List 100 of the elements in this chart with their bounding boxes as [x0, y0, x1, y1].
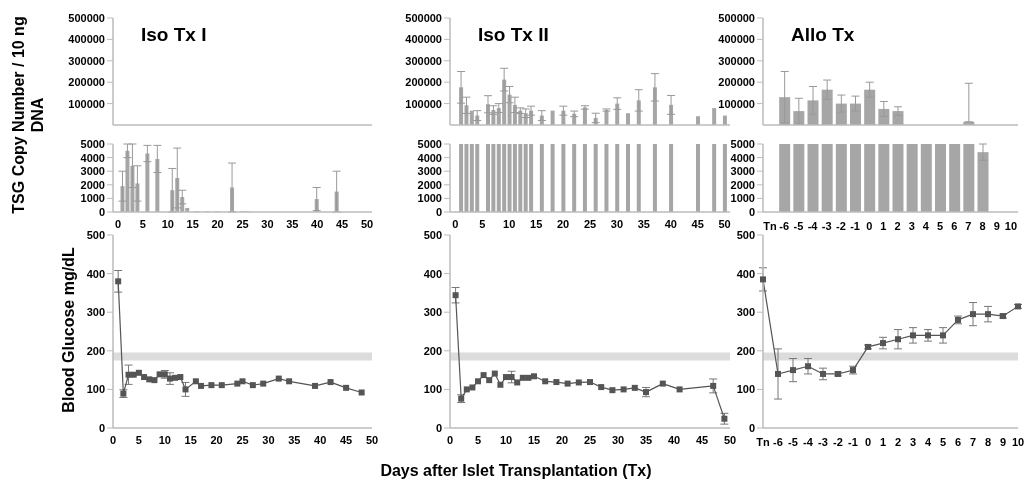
x-tick-label: -3	[818, 436, 828, 448]
y-tick-label: 1000	[730, 192, 755, 205]
x-tick-label: 7	[965, 220, 972, 232]
x-tick-label: 20	[556, 217, 570, 230]
x-tick-label: 10	[161, 217, 174, 230]
x-tick-label: 50	[718, 217, 731, 230]
x-tick-label: 35	[288, 433, 301, 446]
x-tick-label: 0	[864, 436, 872, 448]
x-tick-label: 0	[866, 220, 873, 232]
chart-title: Allo Tx	[791, 24, 855, 46]
x-tick-label: 20	[555, 433, 569, 446]
x-tick-label: -6	[779, 220, 790, 232]
y-tick-label: 100000	[68, 97, 105, 110]
y-tick-label: 300000	[405, 54, 442, 67]
x-tick-label: 10	[499, 433, 513, 446]
x-tick-label: 6	[951, 220, 958, 232]
x-axis-title: Days after Islet Transplantation (Tx)	[379, 462, 653, 480]
x-tick-label: 50	[360, 217, 374, 230]
x-tick-label: 30	[262, 433, 275, 446]
x-tick-label: 9	[993, 220, 1000, 232]
y-tick-label: 300	[86, 306, 105, 319]
y-tick-label: 1000	[80, 192, 105, 205]
x-tick-label: -5	[788, 436, 798, 448]
y-tick-label: 200	[86, 344, 105, 357]
y-tick-label: 0	[748, 421, 755, 434]
x-tick-label: 10	[503, 217, 516, 230]
x-tick-label: 6	[954, 436, 962, 448]
y-tick-label: 300	[736, 306, 755, 319]
x-tick-label: -1	[850, 220, 860, 232]
x-tick-label: 15	[527, 433, 541, 446]
y-tick-label: 2000	[80, 178, 105, 191]
x-tick-label: 15	[184, 433, 197, 446]
x-tick-label: 0	[114, 217, 122, 230]
y-tick-label: 3000	[730, 165, 755, 178]
chart-title: Iso Tx II	[478, 24, 549, 46]
x-tick-label: -4	[807, 220, 819, 232]
x-tick-label: -4	[803, 436, 814, 448]
y-tick-label: 200	[736, 344, 755, 357]
x-tick-label: -2	[836, 220, 846, 232]
x-tick-label: 20	[210, 433, 223, 446]
x-tick-label: 3	[908, 220, 915, 232]
x-tick-label: Tn	[756, 436, 770, 448]
y-tick-label: 300000	[68, 54, 105, 67]
y-tick-label: 100000	[405, 97, 442, 110]
x-tick-label: 40	[664, 217, 677, 230]
y-tick-label: 400	[736, 267, 755, 280]
x-tick-label: 25	[583, 433, 597, 446]
x-tick-label: 30	[611, 433, 625, 446]
x-tick-label: 45	[691, 217, 704, 230]
y-tick-label: 500	[423, 228, 442, 241]
y-tick-label: 200	[423, 344, 442, 357]
x-tick-label: 15	[186, 217, 199, 230]
x-tick-label: 9	[999, 436, 1007, 448]
x-tick-label: 7	[969, 436, 977, 448]
x-tick-label: 2	[894, 436, 902, 448]
x-tick-label: 10	[1011, 436, 1025, 448]
x-tick-label: 5	[479, 217, 486, 230]
x-tick-label: 40	[311, 217, 324, 230]
y-tick-label: 5000	[80, 137, 105, 150]
y-tick-label: 0	[98, 421, 105, 434]
y-tick-label: 500	[736, 228, 755, 241]
y-axis-title: Blood Glucose mg/dL	[59, 247, 77, 413]
y-tick-label: 4000	[417, 151, 442, 164]
x-tick-label: 35	[637, 217, 650, 230]
y-tick-label: 3000	[417, 165, 442, 178]
y-tick-label: 5000	[730, 137, 755, 150]
x-tick-label: 50	[723, 433, 737, 446]
y-tick-label: 5000	[417, 137, 442, 150]
x-tick-label: 10	[1004, 220, 1018, 232]
x-tick-label: -5	[793, 220, 804, 232]
y-tick-label: 200000	[718, 76, 755, 89]
y-tick-label: 100	[423, 383, 442, 396]
y-tick-label: 4000	[730, 151, 755, 164]
x-tick-label: 45	[695, 433, 709, 446]
x-tick-label: 0	[452, 217, 459, 230]
y-tick-label: 200000	[68, 76, 105, 89]
x-tick-label: 0	[109, 433, 117, 446]
x-tick-label: 1	[879, 436, 887, 448]
y-tick-label: 500000	[68, 11, 105, 24]
x-tick-label: 40	[314, 433, 327, 446]
x-tick-label: 1	[880, 220, 887, 232]
y-axis-title: TSG Copy Number / 10 ng DNA	[9, 15, 47, 215]
x-tick-label: 5	[135, 433, 142, 446]
x-tick-label: 30	[610, 217, 624, 230]
x-tick-label: 35	[286, 217, 299, 230]
y-tick-label: 0	[98, 205, 105, 218]
x-tick-label: 3	[909, 436, 917, 448]
x-tick-label: 35	[639, 433, 653, 446]
x-tick-label: 20	[211, 217, 224, 230]
x-tick-label: 25	[583, 217, 597, 230]
x-tick-label: 4	[922, 220, 930, 232]
x-tick-label: 8	[984, 436, 992, 448]
x-tick-label: 45	[339, 433, 353, 446]
y-tick-label: 100	[86, 383, 105, 396]
x-tick-label: 25	[236, 433, 249, 446]
y-tick-label: 400000	[68, 33, 105, 46]
y-tick-label: 400000	[405, 33, 442, 46]
y-tick-label: 400	[86, 267, 105, 280]
x-tick-label: 5	[937, 220, 944, 232]
x-tick-label: 15	[530, 217, 543, 230]
